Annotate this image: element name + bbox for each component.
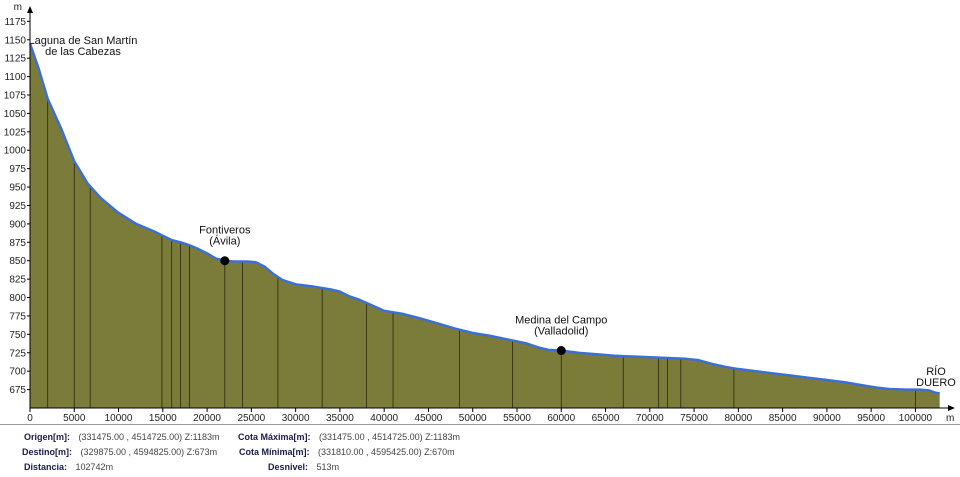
x-tick-label: 20000 [193,413,221,424]
y-tick-label: 1175 [4,17,26,28]
x-tick-label: 75000 [680,413,708,424]
x-tick-label: 40000 [370,413,398,424]
desnivel-label: Desnivel: [268,462,309,472]
desnivel-row: Desnivel: 513m [268,461,339,473]
x-tick-label: 55000 [503,413,531,424]
axes-layer: 675 700 725 750 775 800 825 850 875 900 925 950 975 1… [4,2,955,424]
distancia-row: Distancia: 102742m [24,461,113,473]
destino-row: Destino[m]: (329875.00 , 4594825.00) Z:6… [22,446,217,458]
cota-min-value: (331810.00 , 4595425.00) Z:670m [318,447,455,457]
destino-label: Destino[m]: [22,447,72,457]
x-tick-label: 10000 [105,413,133,424]
annotation-label: (Valladolid) [534,326,588,338]
annotation-label: Fontiveros [199,225,251,237]
x-tick-label: 30000 [282,413,310,424]
distancia-value: 102742m [75,462,114,472]
location-point-icon [556,346,566,356]
x-axis-arrow-icon [948,405,955,411]
y-tick-label: 900 [9,219,26,230]
y-tick-label: 850 [9,256,26,267]
x-tick-label: 15000 [149,413,177,424]
y-tick-label: 975 [9,164,26,175]
x-tick-label: 50000 [459,413,487,424]
y-axis-unit-label: m [14,2,22,13]
x-axis-unit-label: m [946,413,954,424]
x-tick-label: 45000 [415,413,443,424]
profile-area [30,43,940,408]
y-tick-label: 1125 [4,54,26,65]
cota-max-row: Cota Máxima[m]: (331475.00 , 4514725.00)… [238,431,460,443]
y-tick-label: 800 [9,293,26,304]
y-tick-label: 1150 [4,35,26,46]
y-tick-label: 1100 [4,72,26,83]
destino-value: (329875.00 , 4594825.00) Z:673m [80,447,218,457]
x-tick-label: 80000 [724,413,752,424]
origen-label: Origen[m]: [24,432,70,442]
profile-area-layer [30,43,940,408]
cota-max-value: (331475.00 , 4514725.00) Z:1183m [319,432,460,442]
annotation-label: RÍO [926,365,946,378]
cota-max-label: Cota Máxima[m]: [238,432,311,442]
origen-row: Origen[m]: (331475.00 , 4514725.00) Z:11… [24,431,219,443]
x-tick-label: 100000 [899,413,933,424]
y-tick-label: 950 [9,183,26,194]
vertical-markers-layer [47,98,916,408]
y-tick-label: 750 [9,330,26,341]
desnivel-value: 513m [316,462,340,472]
y-tick-label: 1025 [4,127,27,138]
cota-min-row: Cota Mínima[m]: (331810.00 , 4595425.00)… [239,446,455,458]
x-tick-label: 65000 [592,413,620,424]
annotation-label: de las Cabezas [45,46,121,58]
y-tick-label: 1075 [4,91,27,102]
y-tick-label: 725 [9,348,26,359]
x-tick-label: 70000 [636,413,664,424]
x-tick-label: 60000 [547,413,575,424]
x-tick-label: 90000 [813,413,841,424]
y-tick-label: 875 [9,238,26,249]
cota-min-label: Cota Mínima[m]: [239,447,310,457]
y-tick-label: 825 [9,275,26,286]
distancia-label: Distancia: [24,462,68,472]
annotation-label: (Ávila) [209,235,240,248]
x-tick-label: 0 [27,413,33,424]
x-tick-label: 25000 [237,413,265,424]
elevation-profile-chart: 675 700 725 750 775 800 825 850 875 900 925 950 975 1… [4,2,957,424]
location-point-icon [220,256,230,266]
x-tick-label: 35000 [326,413,354,424]
y-axis-arrow-icon [27,6,33,13]
y-tick-label: 925 [9,201,26,212]
annotation-label: Laguna de San Martín [29,35,138,47]
y-tick-label: 1050 [4,109,27,120]
x-tick-label: 85000 [769,413,797,424]
x-tick-label: 95000 [857,413,885,424]
x-tick-label: 5000 [63,413,86,424]
profile-line-layer [28,43,940,395]
info-panel: Origen[m]: (331475.00 , 4514725.00) Z:11… [0,424,960,477]
y-tick-label: 1000 [4,146,27,157]
annotation-label: DUERO [916,377,956,389]
y-tick-label: 675 [9,385,26,396]
profile-line [28,43,940,395]
y-tick-label: 700 [9,367,26,378]
origen-value: (331475.00 , 4514725.00) Z:1183m [78,432,220,442]
annotation-label: Medina del Campo [515,315,607,327]
y-tick-label: 775 [9,311,26,322]
